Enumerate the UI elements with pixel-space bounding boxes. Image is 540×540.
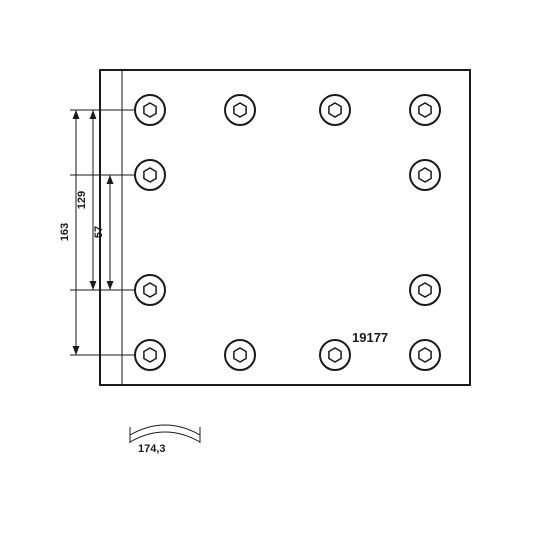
hole: [410, 275, 440, 305]
hole: [135, 275, 165, 305]
hole: [135, 95, 165, 125]
dimension-label: 57: [93, 226, 105, 238]
hole: [320, 340, 350, 370]
hole: [135, 340, 165, 370]
hole: [135, 160, 165, 190]
dimension-label: 129: [76, 191, 88, 209]
part-number: 19177: [352, 330, 388, 345]
technical-drawing: 57 129 163 19177 174,3: [0, 0, 540, 540]
holes-group: [135, 95, 440, 370]
hole: [410, 340, 440, 370]
curvature-label: 174,3: [138, 443, 166, 455]
curvature-arc-outer: [130, 425, 200, 435]
hole: [410, 160, 440, 190]
hole: [320, 95, 350, 125]
hole: [225, 340, 255, 370]
dimension-label: 163: [59, 223, 71, 241]
hole: [410, 95, 440, 125]
curvature-arc-inner: [130, 432, 200, 442]
hole: [225, 95, 255, 125]
